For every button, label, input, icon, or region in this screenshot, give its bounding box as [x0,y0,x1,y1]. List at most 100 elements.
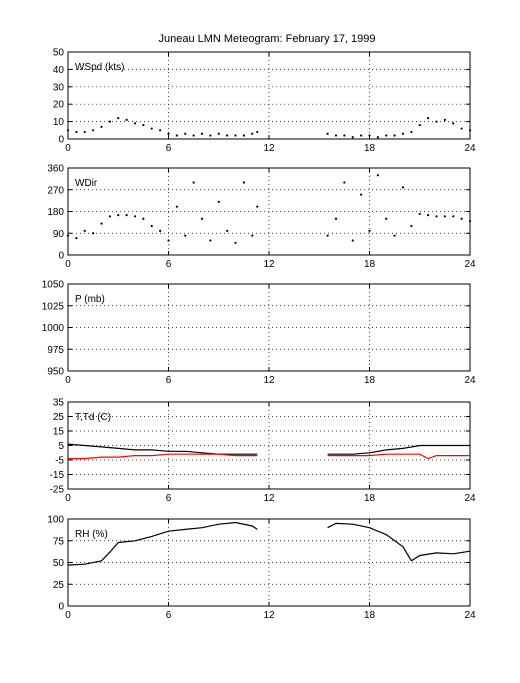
data-point [142,217,145,220]
data-point [133,215,137,218]
panel-rh-label: RH (%) [75,529,108,540]
data-point [125,214,128,217]
data-point [234,241,237,245]
x-tick-label: 12 [263,610,275,621]
y-tick-label: 100 [47,515,64,526]
data-point [351,239,354,242]
y-tick-label: 950 [47,367,64,378]
data-point [343,134,346,137]
y-tick-label: 0 [58,135,64,146]
y-tick-label: 40 [53,65,65,76]
y-tick-label: 90 [53,229,65,240]
figure-title: Juneau LMN Meteogram: February 17, 1999 [158,33,375,45]
series-line [67,443,258,455]
x-tick-label: 0 [65,610,71,621]
panel-wspd: 0 10 20 30 40 50 0 6 12 18 24 WSpd (kts) [53,48,476,155]
data-point [385,217,388,220]
data-point [334,217,338,220]
data-point [192,181,195,184]
y-tick-label: 1050 [42,280,65,291]
panel-temp: -25 -15 -5 5 15 25 35 0 6 12 18 24 T,Td (C) [50,398,476,505]
data-point [133,122,137,125]
data-point [66,234,70,237]
data-point [251,234,254,237]
data-point [385,134,388,137]
data-point [184,234,187,237]
data-point [427,117,430,120]
data-point [175,205,178,208]
data-point [75,130,78,134]
data-point [410,130,413,134]
data-point [443,215,446,218]
x-tick-label: 6 [166,375,172,386]
data-point [393,234,396,237]
data-point [242,134,245,137]
data-point [108,120,111,123]
data-point [234,134,237,137]
y-tick-label: 10 [53,117,65,128]
data-point [108,215,111,218]
data-point [368,229,371,232]
x-tick-label: 12 [263,493,275,504]
x-tick-label: 12 [263,259,275,270]
data-point [184,132,187,135]
y-tick-label: 360 [47,164,64,175]
data-point [435,120,438,123]
x-tick-label: 24 [464,259,476,270]
data-point [242,181,245,184]
data-point [401,186,405,189]
data-point [452,215,455,218]
data-point [125,118,128,121]
y-tick-label: 25 [53,580,65,591]
x-tick-label: 6 [166,259,172,270]
data-point [418,212,421,216]
data-point [200,217,204,220]
data-point [192,134,195,137]
x-tick-label: 6 [166,493,172,504]
data-point [343,181,346,184]
data-point [410,224,413,228]
data-point [251,132,254,135]
data-point [83,130,86,134]
data-point [334,134,338,137]
data-point [75,236,78,240]
y-tick-label: 20 [53,100,65,111]
panel-wspd-frame [67,51,471,140]
panel-temp-label: T,Td (C) [75,412,111,423]
data-point [209,134,212,137]
data-point [167,239,170,242]
x-tick-label: 24 [464,493,476,504]
data-point [159,229,162,232]
data-point [66,129,70,132]
x-tick-label: 0 [65,493,71,504]
data-point [167,132,170,135]
data-point [443,118,446,121]
data-point [435,215,438,218]
data-point [376,136,379,139]
data-point [226,229,229,232]
y-tick-label: 15 [53,427,65,438]
y-tick-label: 30 [53,82,65,93]
data-point [256,205,259,208]
x-tick-label: 6 [166,143,172,154]
y-tick-label: 25 [53,412,65,423]
y-tick-label: 1000 [42,323,65,334]
x-tick-label: 6 [166,610,172,621]
data-point [142,123,145,127]
y-tick-label: 180 [47,207,64,218]
data-point [401,132,405,135]
data-point [360,134,363,137]
y-tick-label: -5 [55,456,64,467]
data-point [92,129,95,132]
data-point [150,127,153,130]
panel-wdir-label: WDir [75,178,98,189]
data-point [217,132,220,135]
data-point [418,123,421,127]
y-tick-label: 50 [53,48,65,59]
data-point [326,234,329,237]
panel-pressure: 950 975 1000 1025 1050 0 6 12 18 24 P (mb) [42,280,476,387]
data-point [200,132,204,135]
series-line [327,522,471,562]
y-tick-label: 0 [58,602,64,613]
